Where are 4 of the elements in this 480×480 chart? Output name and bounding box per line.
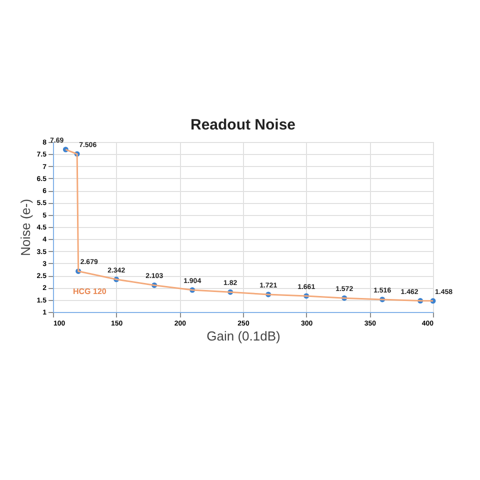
y-axis-title: Noise (e-): [18, 198, 33, 256]
x-axis-title: Gain (0.1dB): [206, 328, 280, 344]
chart-title: Readout Noise: [190, 116, 296, 134]
annotation: HCG 120: [73, 287, 107, 296]
